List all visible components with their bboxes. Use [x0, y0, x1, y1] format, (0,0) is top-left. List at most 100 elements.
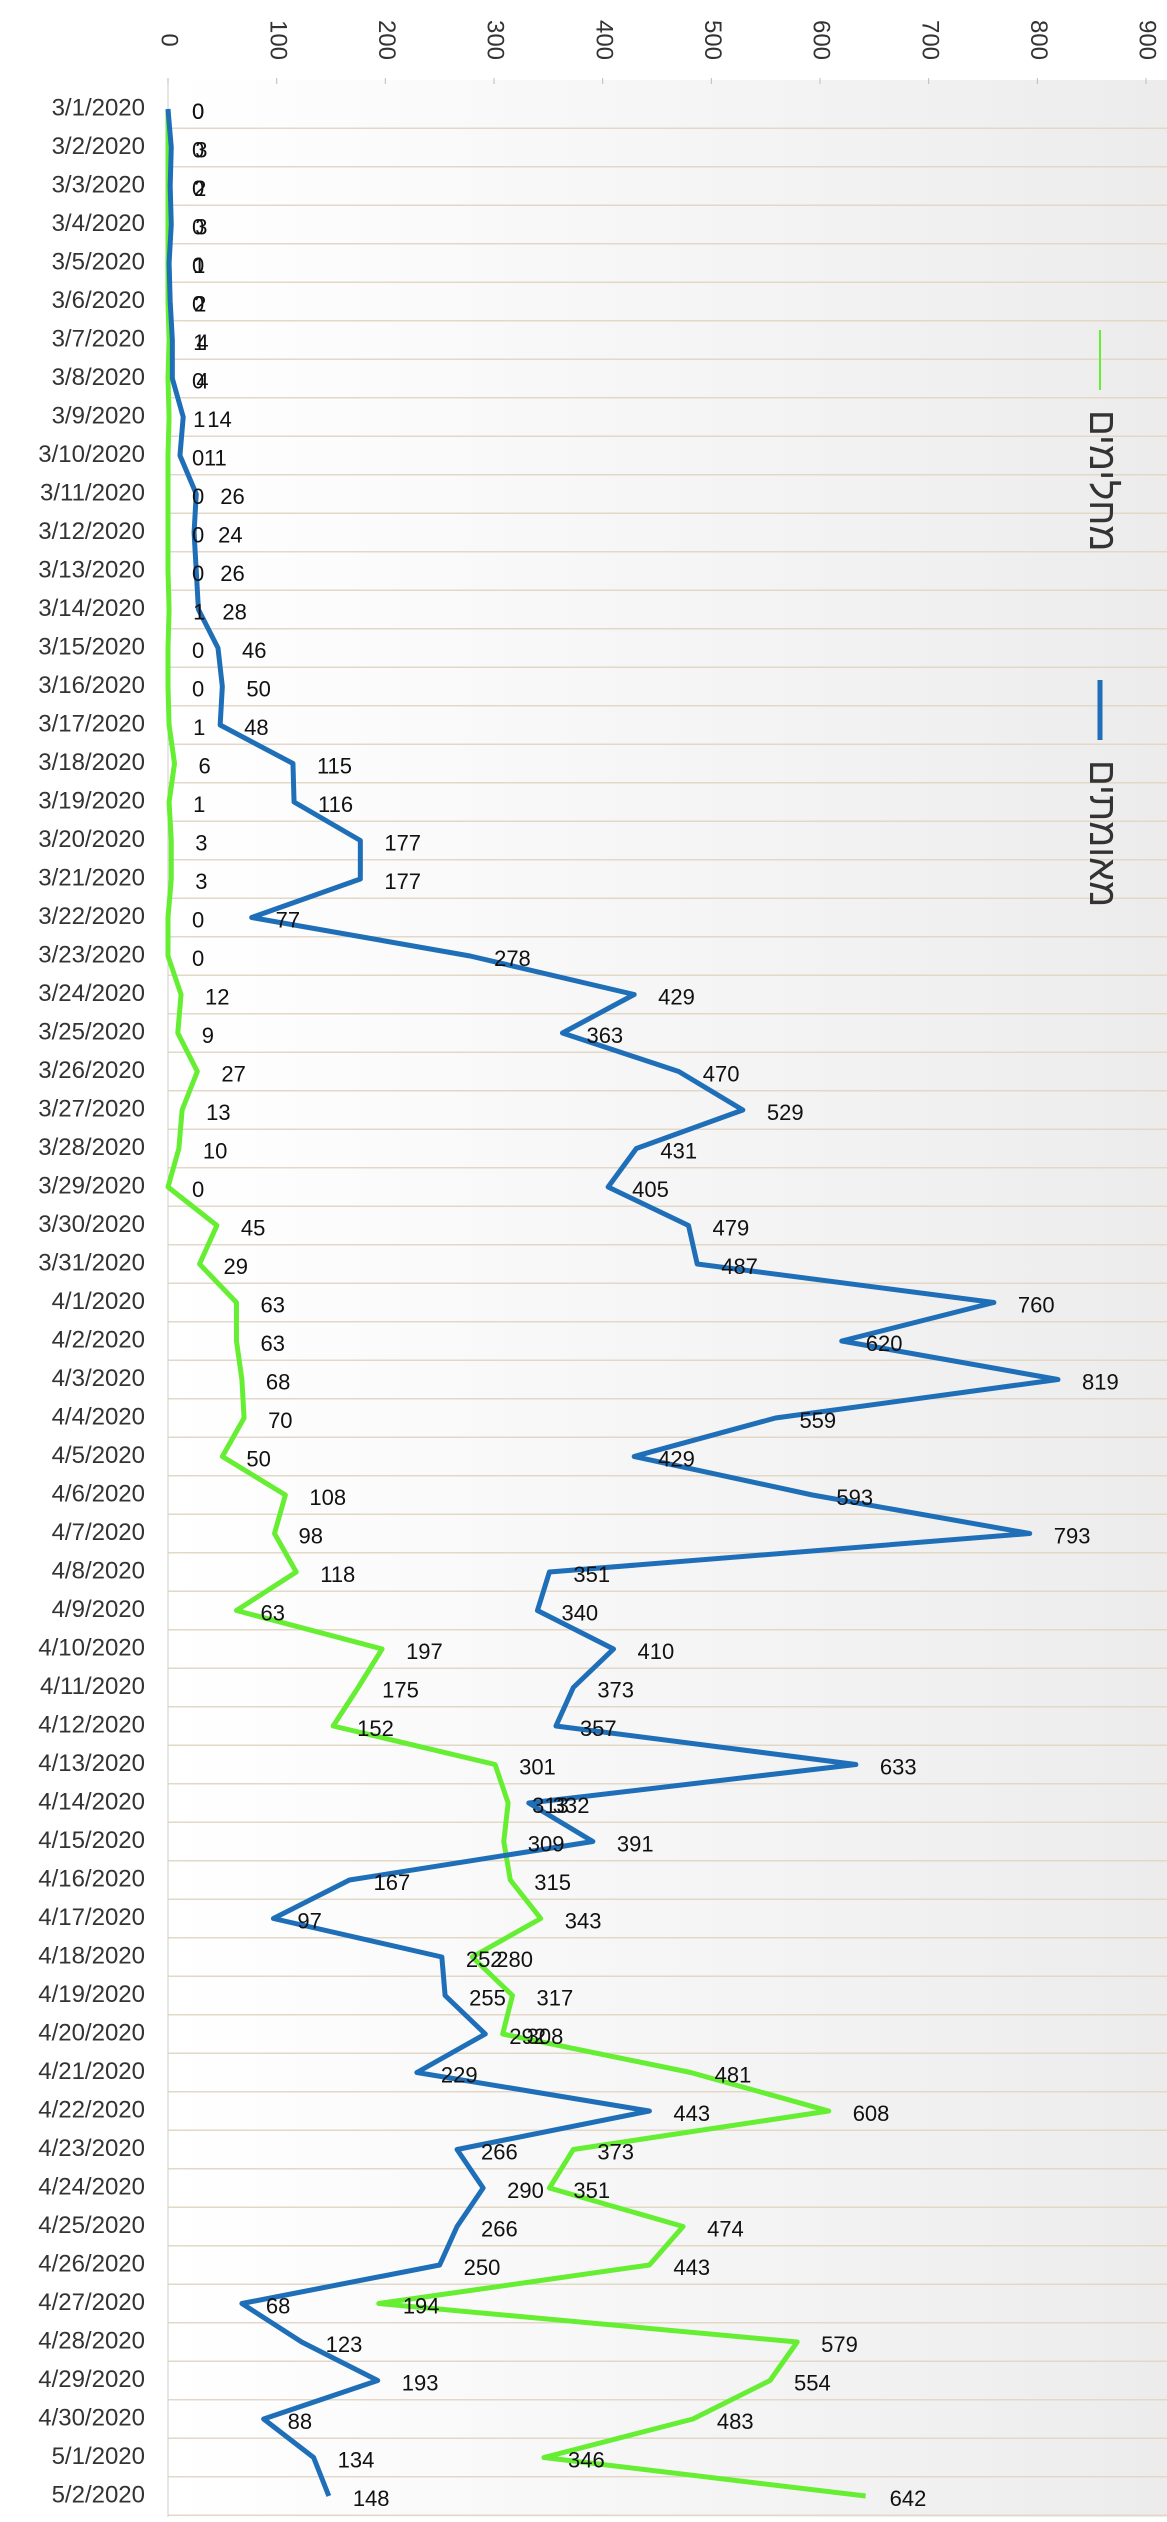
- data-label: 9: [202, 1023, 214, 1048]
- data-label: 0: [192, 484, 204, 509]
- x-tick-label: 600: [808, 20, 835, 60]
- data-label: 63: [260, 1600, 284, 1625]
- data-label: 760: [1018, 1292, 1055, 1317]
- data-label: 487: [721, 1254, 758, 1279]
- x-tick-label: 500: [699, 20, 726, 60]
- y-tick-label: 3/7/2020: [52, 325, 145, 352]
- x-tick-label: 700: [916, 20, 943, 60]
- data-label: 6: [199, 753, 211, 778]
- y-tick-label: 3/12/2020: [38, 518, 145, 545]
- data-label: 3: [195, 869, 207, 894]
- data-label: 45: [241, 1215, 265, 1240]
- data-label: 0: [192, 445, 204, 470]
- data-label: 11: [204, 445, 227, 470]
- data-label: 27: [221, 1061, 245, 1086]
- x-tick-label: 100: [264, 20, 291, 60]
- data-label: 266: [481, 2139, 518, 2164]
- y-tick-label: 3/24/2020: [38, 980, 145, 1007]
- data-label: 429: [658, 984, 695, 1009]
- data-label: 608: [853, 2101, 890, 2126]
- y-tick-label: 4/8/2020: [52, 1557, 145, 1584]
- y-tick-label: 4/5/2020: [52, 1442, 145, 1469]
- y-tick-label: 4/9/2020: [52, 1596, 145, 1623]
- data-label: 0: [192, 907, 204, 932]
- data-label: 4: [196, 368, 208, 393]
- data-label: 3: [195, 137, 207, 162]
- data-label: 177: [384, 869, 421, 894]
- data-label: 115: [317, 753, 352, 778]
- data-label: 68: [266, 2293, 290, 2318]
- data-label: 559: [799, 1408, 836, 1433]
- data-label: 0: [192, 946, 204, 971]
- data-label: 405: [632, 1177, 669, 1202]
- y-tick-label: 3/16/2020: [38, 672, 145, 699]
- y-tick-label: 4/17/2020: [38, 1904, 145, 1931]
- y-tick-label: 3/20/2020: [38, 826, 145, 853]
- y-tick-label: 4/22/2020: [38, 2096, 145, 2123]
- y-tick-label: 3/25/2020: [38, 1018, 145, 1045]
- data-label: 483: [717, 2409, 754, 2434]
- data-label: 373: [597, 1677, 634, 1702]
- data-label: 98: [298, 1523, 322, 1548]
- data-label: 134: [338, 2447, 375, 2472]
- data-label: 340: [561, 1600, 598, 1625]
- data-label: 77: [276, 907, 300, 932]
- legend-label: מחלימים: [1081, 410, 1123, 551]
- data-label: 593: [836, 1485, 873, 1510]
- y-tick-label: 3/21/2020: [38, 864, 145, 891]
- data-label: 479: [713, 1215, 750, 1240]
- y-tick-label: 4/27/2020: [38, 2289, 145, 2316]
- data-label: 346: [568, 2447, 605, 2472]
- data-label: 2: [194, 176, 206, 201]
- y-tick-label: 4/20/2020: [38, 2019, 145, 2046]
- y-tick-label: 4/23/2020: [38, 2135, 145, 2162]
- data-label: 0: [192, 253, 204, 278]
- data-label: 70: [268, 1408, 292, 1433]
- data-label: 4: [196, 330, 208, 355]
- data-label: 29: [224, 1254, 248, 1279]
- y-tick-label: 4/18/2020: [38, 1942, 145, 1969]
- x-tick-label: 400: [590, 20, 617, 60]
- series-line: [165, 109, 866, 2499]
- y-tick-label: 3/19/2020: [38, 787, 145, 814]
- data-label: 0: [192, 176, 204, 201]
- data-label: 280: [496, 1947, 533, 1972]
- data-label: 63: [260, 1331, 284, 1356]
- data-label: 108: [309, 1485, 346, 1510]
- data-label: 1: [193, 715, 205, 740]
- data-label: 152: [357, 1716, 394, 1741]
- data-label: 343: [565, 1908, 602, 1933]
- data-label: 1: [193, 330, 205, 355]
- data-label: 3: [195, 214, 207, 239]
- data-label: 2: [194, 291, 206, 316]
- y-tick-label: 4/25/2020: [38, 2212, 145, 2239]
- data-label: 0: [192, 522, 204, 547]
- y-tick-label: 3/23/2020: [38, 941, 145, 968]
- y-tick-label: 4/30/2020: [38, 2404, 145, 2431]
- data-label: 167: [373, 1870, 410, 1895]
- data-label: 290: [507, 2178, 544, 2203]
- y-tick-label: 4/10/2020: [38, 1634, 145, 1661]
- data-label: 308: [527, 2024, 564, 2049]
- data-label: 252: [466, 1947, 503, 1972]
- data-label: 429: [658, 1446, 695, 1471]
- data-label: 118: [320, 1562, 355, 1587]
- y-tick-label: 3/10/2020: [38, 441, 145, 468]
- y-tick-label: 5/2/2020: [52, 2481, 145, 2508]
- y-tick-label: 4/7/2020: [52, 1519, 145, 1546]
- data-label: 363: [586, 1023, 623, 1048]
- data-label: 313: [532, 1793, 569, 1818]
- data-label: 554: [794, 2370, 831, 2395]
- legend-label: מאומתים: [1081, 760, 1123, 907]
- x-tick-label: 300: [482, 20, 509, 60]
- data-label: 351: [573, 2178, 610, 2203]
- y-tick-label: 3/30/2020: [38, 1211, 145, 1238]
- data-label: 10: [203, 1138, 227, 1163]
- data-label: 88: [288, 2409, 312, 2434]
- y-tick-label: 3/17/2020: [38, 710, 145, 737]
- data-label: 229: [441, 2062, 478, 2087]
- data-label: 474: [707, 2216, 744, 2241]
- plot-background: [168, 80, 1167, 2517]
- y-tick-label: 4/28/2020: [38, 2327, 145, 2354]
- y-tick-label: 4/4/2020: [52, 1403, 145, 1430]
